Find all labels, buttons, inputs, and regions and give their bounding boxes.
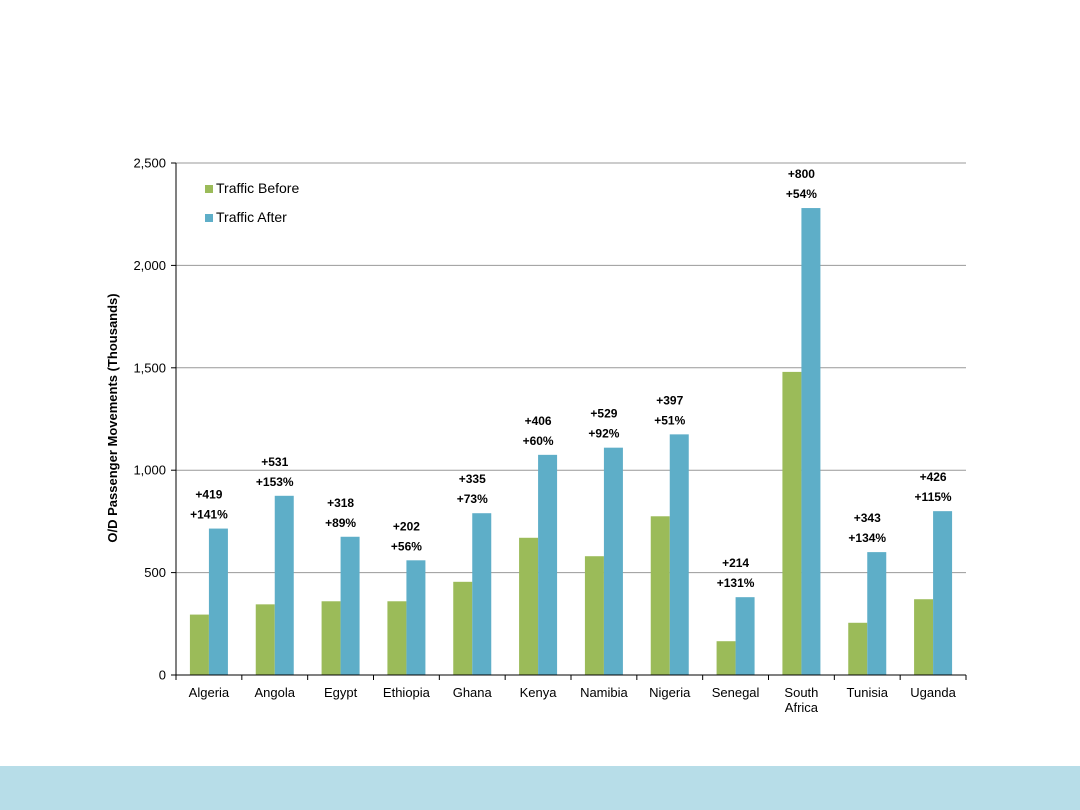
bar-traffic-after [933, 511, 953, 675]
change-absolute-label: +214 [722, 556, 749, 570]
bar-traffic-after [603, 447, 623, 675]
legend: Traffic Before Traffic After [205, 180, 299, 225]
change-absolute-label: +406 [525, 414, 552, 428]
change-absolute-label: +397 [656, 393, 683, 407]
bar-traffic-after [801, 208, 821, 675]
change-percent-label: +131% [717, 576, 755, 590]
bar-traffic-before [848, 622, 868, 675]
bar-chart: 0 500 1,000 1,500 2,000 2,500 +419 +141% Algeria… [105, 156, 967, 716]
y-tick-label: 2,500 [133, 156, 166, 171]
bar-traffic-before [321, 601, 341, 675]
y-tick-label: 500 [144, 565, 166, 580]
change-percent-label: +73% [457, 492, 488, 506]
change-absolute-label: +531 [261, 455, 288, 469]
bar-traffic-before [255, 604, 275, 675]
bar-traffic-before [453, 581, 473, 675]
bar-traffic-after [274, 495, 294, 675]
x-tick-label: Senegal [712, 685, 760, 700]
legend-label: Traffic After [216, 209, 287, 225]
labels: 0 500 1,000 1,500 2,000 2,500 +419 +141% Algeria… [133, 156, 956, 716]
change-percent-label: +60% [523, 434, 554, 448]
bar-traffic-after [735, 597, 755, 675]
bar-traffic-before [189, 614, 209, 675]
change-absolute-label: +343 [854, 511, 881, 525]
x-tick-label: Kenya [520, 685, 558, 700]
x-tick-label: Egypt [324, 685, 358, 700]
change-percent-label: +51% [654, 413, 685, 427]
x-tick-label: Africa [785, 700, 819, 715]
bar-traffic-before [914, 599, 934, 675]
bar-traffic-after [208, 528, 228, 675]
x-tick-label: Uganda [910, 685, 956, 700]
bar-traffic-before [387, 601, 407, 675]
legend-label: Traffic Before [216, 180, 299, 196]
x-tick-label: Algeria [189, 685, 230, 700]
change-percent-label: +134% [848, 531, 886, 545]
bar-traffic-after [472, 513, 492, 675]
change-absolute-label: +529 [590, 407, 617, 421]
y-tick-label: 1,000 [133, 463, 166, 478]
legend-swatch [205, 185, 213, 193]
y-tick-label: 1,500 [133, 360, 166, 375]
x-tick-label: South [784, 685, 818, 700]
y-tick-label: 0 [159, 668, 166, 683]
bar-traffic-after [867, 552, 887, 675]
change-percent-label: +92% [588, 427, 619, 441]
x-tick-label: Nigeria [649, 685, 691, 700]
bar-traffic-after [340, 536, 360, 675]
change-absolute-label: +419 [195, 488, 222, 502]
bar-traffic-after [669, 434, 689, 675]
change-percent-label: +89% [325, 516, 356, 530]
bar-traffic-after [538, 454, 558, 675]
legend-swatch [205, 214, 213, 222]
change-absolute-label: +335 [459, 472, 486, 486]
gridlines [176, 162, 966, 574]
change-percent-label: +56% [391, 539, 422, 553]
footer-band [0, 766, 1080, 810]
x-tick-label: Ghana [453, 685, 493, 700]
bar-traffic-before [650, 516, 670, 675]
bar-traffic-before [584, 556, 604, 675]
bar-traffic-before [716, 641, 736, 675]
axes [171, 162, 967, 680]
change-absolute-label: +202 [393, 519, 420, 533]
y-axis-title: O/D Passenger Movements (Thousands) [105, 293, 120, 542]
x-tick-label: Ethiopia [383, 685, 431, 700]
change-absolute-label: +800 [788, 167, 815, 181]
change-absolute-label: +318 [327, 496, 354, 510]
bar-traffic-before [782, 371, 802, 675]
y-tick-label: 2,000 [133, 258, 166, 273]
bar-traffic-before [519, 537, 539, 675]
bar-traffic-after [406, 560, 426, 675]
x-tick-label: Angola [255, 685, 296, 700]
change-percent-label: +141% [190, 508, 228, 522]
change-percent-label: +115% [915, 490, 952, 504]
change-percent-label: +153% [256, 475, 294, 489]
x-tick-label: Tunisia [847, 685, 889, 700]
bars [189, 208, 953, 675]
change-absolute-label: +426 [920, 470, 947, 484]
change-percent-label: +54% [786, 187, 817, 201]
x-tick-label: Namibia [580, 685, 628, 700]
